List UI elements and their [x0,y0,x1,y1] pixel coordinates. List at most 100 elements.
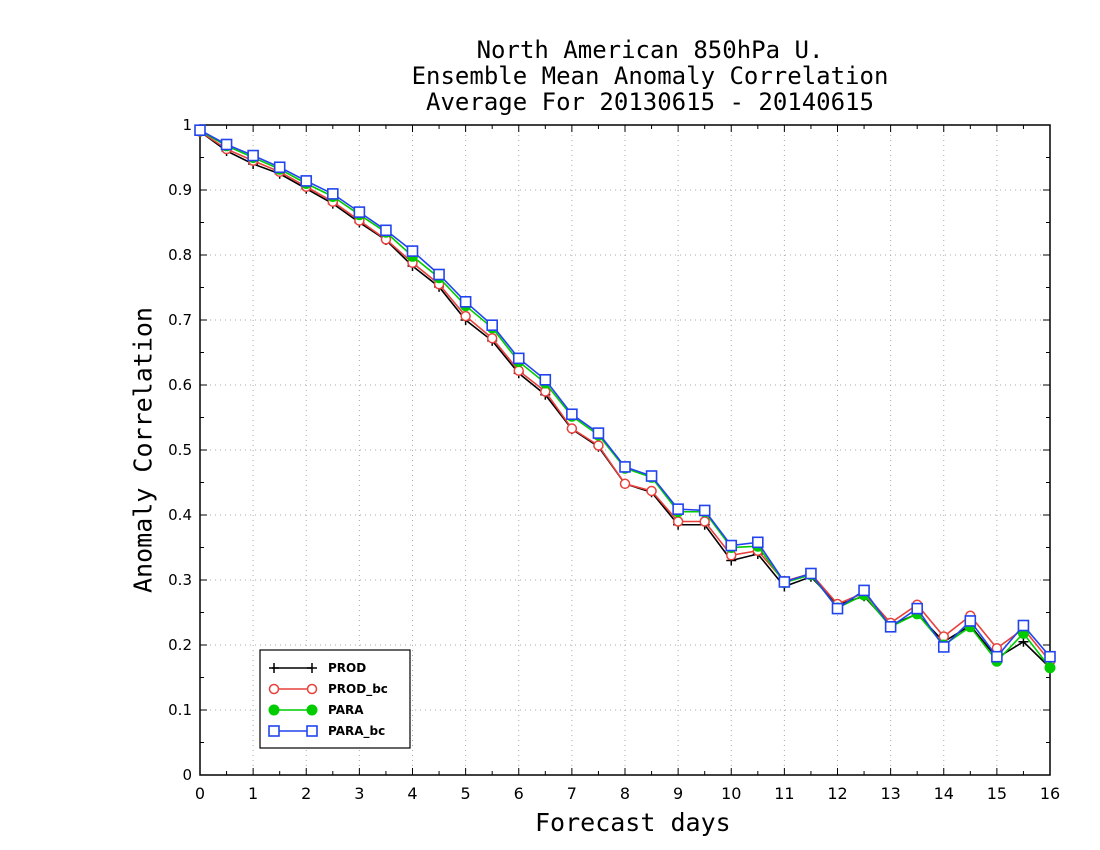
data-point-para-bc [1017,619,1030,632]
data-point-para-bc [964,615,977,627]
legend-item-para: PARA [268,703,364,717]
legend-marker [268,704,280,716]
data-point-prod-bc [513,365,524,376]
data-point-para-bc [805,567,817,580]
y-tick-label: 0.4 [168,506,192,524]
data-point-para-bc [539,373,552,386]
data-point-para-bc [220,138,233,151]
axis-ticks: 0 1 2 3 4 5 6 7 8 9 10 11 12 13 14 15 1600.10.20.30.40.5… [168,116,1060,803]
x-tick-label: 12 [827,784,847,803]
series-prod-bc [194,126,1056,667]
x-tick-label: 4 [407,784,417,803]
y-tick-label: 0.1 [168,701,192,719]
data-point-prod-bc [619,478,631,490]
x-tick-label: 14 [934,784,954,803]
y-tick-label: 0 [182,766,192,784]
x-tick-label: 7 [567,784,577,803]
chart-title-line-3: Average For 20130615 - 20140615 [426,88,874,116]
data-point-para-bc [247,149,259,162]
data-point-para-bc [353,206,366,218]
data-point-prod-bc [566,423,578,434]
legend-label: PROD_bc [328,682,388,697]
x-tick-label: 8 [620,784,630,803]
x-tick-label: 16 [1040,784,1060,803]
x-tick-label: 15 [987,784,1007,803]
y-tick-label: 1 [182,116,192,134]
x-tick-label: 13 [880,784,900,803]
y-tick-label: 0.3 [168,571,192,589]
legend-label: PARA [328,703,364,717]
data-point-para-bc [512,352,525,365]
chart-title-line-2: Ensemble Mean Anomaly Correlation [411,62,889,90]
legend: PROD PROD_bc PARA PARA_bc [259,649,411,749]
data-point-para-bc [752,536,764,549]
data-point-para-bc [672,503,684,515]
x-tick-label: 2 [301,784,311,803]
data-point-para-bc [1044,650,1056,663]
data-point-prod-bc [460,310,471,322]
data-point-para [1044,662,1056,674]
y-tick-label: 0.6 [168,376,192,394]
legend-item-para-bc: PARA_bc [268,724,385,739]
x-tick-label: 9 [673,784,683,803]
data-point-prod-bc [672,516,684,527]
legend-marker [306,683,318,695]
legend-label: PROD [328,661,366,675]
series-line-para-bc [199,129,1051,658]
data-point-para-bc [327,188,339,200]
data-point-para-bc [592,427,605,439]
x-tick-label: 3 [354,784,364,803]
series-layer [194,124,1056,674]
y-tick-label: 0.2 [168,636,192,654]
data-point-para-bc [273,161,286,174]
legend-item-prod: PROD [269,661,366,675]
grid [200,125,1050,775]
data-point-prod-bc [699,516,710,527]
chart-title-line-1: North American 850hPa U. [476,36,824,64]
data-point-prod-bc [646,485,657,497]
data-point-para-bc [645,470,658,482]
legend-marker [306,704,318,716]
y-tick-label: 0.5 [168,441,192,459]
data-point-para-bc [778,576,791,588]
data-point-prod-bc [486,332,498,344]
y-tick-label: 0.8 [168,246,192,264]
legend-marker [307,663,317,673]
series-para-bc [194,124,1056,663]
legend-marker [269,663,279,673]
x-tick-label: 11 [774,784,794,803]
data-point-prod-bc [593,440,604,451]
legend-marker [268,683,280,695]
x-tick-label: 10 [721,784,741,803]
x-axis-title: Forecast days [535,808,731,837]
x-tick-label: 0 [195,784,205,803]
data-point-para-bc [698,504,711,517]
y-tick-label: 0.9 [168,181,192,199]
legend-marker [268,725,280,737]
y-axis-title: Anomaly Correlation [128,307,158,593]
x-tick-label: 6 [514,784,524,803]
data-point-para-bc [380,224,392,237]
legend-marker [306,725,318,737]
data-point-para-bc [991,650,1003,663]
data-point-para-bc [619,461,631,473]
data-point-para-bc [459,295,472,308]
legend-label: PARA_bc [328,724,385,739]
data-point-para-bc [831,602,844,615]
series-line-para [199,130,1051,669]
y-tick-label: 0.7 [168,311,192,329]
legend-item-prod-bc: PROD_bc [268,682,388,697]
data-point-para-bc [911,602,923,615]
data-point-para-bc [858,584,870,597]
data-point-para-bc [884,620,897,633]
data-point-para-bc [194,124,206,136]
data-point-para-bc [433,268,445,281]
data-point-para-bc [300,175,313,187]
data-point-para-bc [937,641,950,653]
x-tick-label: 5 [461,784,471,803]
series-line-prod [199,130,1051,669]
data-point-para-bc [725,539,738,552]
data-point-para-bc [486,319,498,332]
data-point-para-bc [566,408,578,421]
